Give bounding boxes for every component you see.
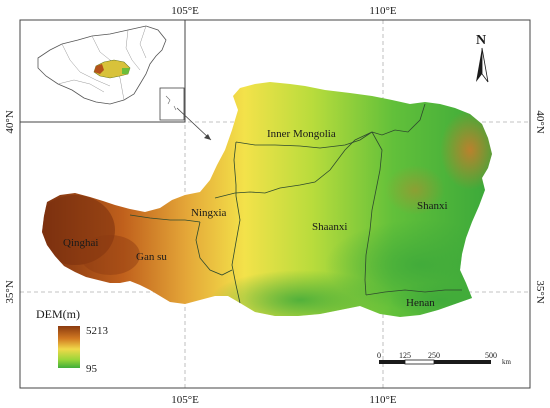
legend-min: 95 — [86, 363, 98, 375]
region-labels: Inner Mongolia Ningxia Qinghai Gan su Sh… — [63, 128, 448, 309]
north-arrow-label: N — [476, 33, 486, 48]
loess-plateau-dem — [42, 82, 492, 317]
scale-tick-0: 0 — [377, 351, 381, 360]
map-frame — [19, 19, 531, 389]
province-boundaries — [129, 103, 462, 304]
coord-left-35n: 35°N — [4, 280, 16, 303]
label-henan: Henan — [406, 297, 435, 309]
label-qinghai: Qinghai — [63, 237, 98, 249]
coord-left-40n: 40°N — [4, 110, 16, 133]
coord-bottom-105e: 105°E — [171, 394, 199, 406]
legend-max: 5213 — [86, 325, 109, 337]
scale-tick-500: 500 — [485, 351, 497, 360]
coord-bottom-110e: 110°E — [369, 394, 396, 406]
coord-right-35n: 35°N — [534, 280, 546, 303]
legend-color-ramp — [58, 326, 80, 368]
legend-title: DEM(m) — [36, 307, 80, 321]
coord-top-105e: 105°E — [171, 5, 199, 17]
scale-tick-250: 250 — [428, 351, 440, 360]
label-shanxi: Shanxi — [417, 200, 448, 212]
label-shaanxi: Shaanxi — [312, 221, 347, 233]
china-inset-map — [19, 19, 212, 141]
label-inner-mongolia: Inner Mongolia — [267, 128, 336, 140]
north-arrow: N — [476, 33, 489, 83]
coordinate-labels: 105°E 110°E 105°E 110°E 40°N 35°N 40°N 3… — [4, 5, 546, 406]
coord-top-110e: 110°E — [369, 5, 396, 17]
coord-right-40n: 40°N — [534, 110, 546, 133]
scale-tick-125: 125 — [399, 351, 411, 360]
scale-unit: km — [502, 358, 512, 366]
scale-bar: 0 125 250 500 km — [377, 351, 512, 366]
label-gansu: Gan su — [136, 251, 167, 263]
label-ningxia: Ningxia — [191, 207, 227, 219]
dem-legend: DEM(m) 5213 95 — [36, 307, 109, 375]
